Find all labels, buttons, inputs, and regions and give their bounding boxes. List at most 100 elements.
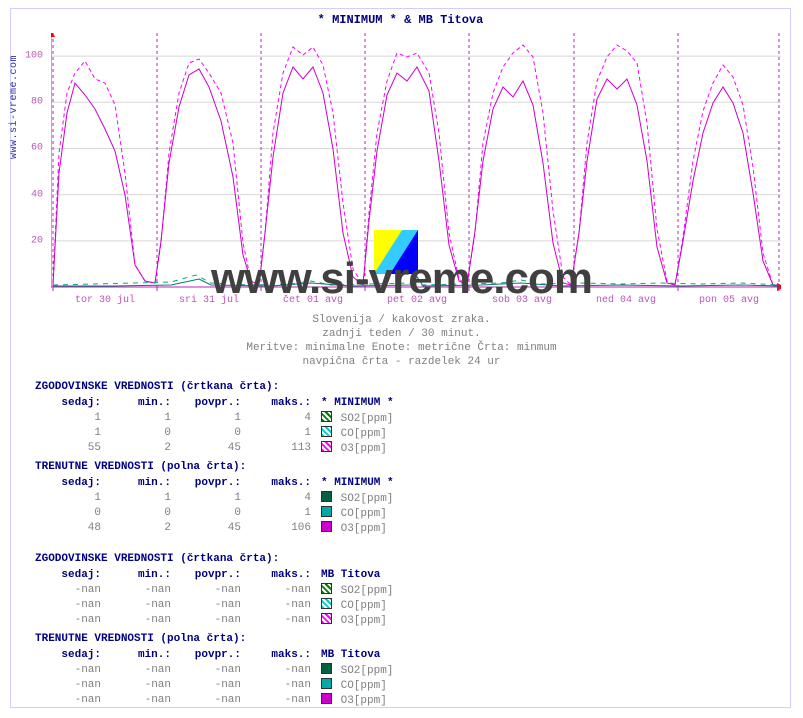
series-label: CO[ppm]	[315, 677, 445, 692]
color-swatch-icon	[321, 441, 332, 452]
cell-value: 2	[105, 440, 175, 455]
cell-value: 0	[175, 505, 245, 520]
cell-value: -nan	[245, 597, 315, 612]
cell-value: 1	[35, 490, 105, 505]
y-tick-label: 100	[25, 51, 43, 62]
x-tick-label: čet 01 avg	[283, 295, 343, 306]
x-tick-label: pet 02 avg	[387, 295, 447, 306]
table-row: -nan-nan-nan-nan O3[ppm]	[35, 692, 445, 707]
col-header: maks.:	[245, 567, 315, 582]
cell-value: -nan	[105, 662, 175, 677]
caption-line: Meritve: minimalne Enote: metrične Črta:…	[11, 341, 792, 355]
table-title: TRENUTNE VREDNOSTI (polna črta):	[35, 461, 565, 473]
y-tick-label: 60	[31, 143, 43, 154]
series-label: O3[ppm]	[315, 612, 445, 627]
col-header: sedaj:	[35, 395, 105, 410]
table-row: 0001 CO[ppm]	[35, 505, 445, 520]
cell-value: -nan	[105, 612, 175, 627]
col-header: sedaj:	[35, 567, 105, 582]
cell-value: 45	[175, 440, 245, 455]
x-axis-labels: tor 30 julsri 31 julčet 01 avgpet 02 avg…	[51, 295, 781, 309]
col-header: MB Titova	[315, 567, 445, 582]
y-axis-ticks: 20406080100	[11, 33, 47, 293]
cell-value: 4	[245, 410, 315, 425]
table-row: -nan-nan-nan-nan CO[ppm]	[35, 597, 445, 612]
col-header: povpr.:	[175, 475, 245, 490]
series-label: O3[ppm]	[315, 440, 445, 455]
caption-line: zadnji teden / 30 minut.	[11, 327, 792, 341]
cell-value: 0	[105, 425, 175, 440]
data-table: sedaj:min.:povpr.:maks.:MB Titova-nan-na…	[35, 647, 445, 707]
cell-value: -nan	[35, 662, 105, 677]
table-title: ZGODOVINSKE VREDNOSTI (črtkana črta):	[35, 381, 565, 393]
cell-value: -nan	[35, 597, 105, 612]
col-header: sedaj:	[35, 475, 105, 490]
cell-value: 2	[105, 520, 175, 535]
color-swatch-icon	[321, 506, 332, 517]
table-row: -nan-nan-nan-nan O3[ppm]	[35, 612, 445, 627]
col-header: povpr.:	[175, 567, 245, 582]
cell-value: 1	[35, 425, 105, 440]
series-label: SO2[ppm]	[315, 582, 445, 597]
cell-value: -nan	[175, 692, 245, 707]
cell-value: 113	[245, 440, 315, 455]
chart-title: * MINIMUM * & MB Titova	[11, 13, 790, 27]
col-header: min.:	[105, 567, 175, 582]
cell-value: -nan	[175, 662, 245, 677]
color-swatch-icon	[321, 426, 332, 437]
cell-value: -nan	[245, 677, 315, 692]
color-swatch-icon	[321, 598, 332, 609]
data-table: sedaj:min.:povpr.:maks.:* MINIMUM *1114 …	[35, 475, 445, 535]
x-tick-label: ned 04 avg	[596, 295, 656, 306]
x-tick-label: sri 31 jul	[179, 295, 239, 306]
cell-value: 0	[175, 425, 245, 440]
data-table: sedaj:min.:povpr.:maks.:* MINIMUM *1114 …	[35, 395, 445, 455]
table-row: 55245113 O3[ppm]	[35, 440, 445, 455]
color-swatch-icon	[321, 583, 332, 594]
cell-value: 1	[175, 490, 245, 505]
color-swatch-icon	[321, 663, 332, 674]
col-header: MB Titova	[315, 647, 445, 662]
table-row: 48245106 O3[ppm]	[35, 520, 445, 535]
x-tick-label: pon 05 avg	[699, 295, 759, 306]
chart-panel: * MINIMUM * & MB Titova www.si-vreme.com…	[10, 8, 791, 708]
cell-value: 106	[245, 520, 315, 535]
cell-value: 1	[105, 410, 175, 425]
y-tick-label: 40	[31, 189, 43, 200]
col-header: maks.:	[245, 475, 315, 490]
cell-value: -nan	[175, 612, 245, 627]
cell-value: -nan	[35, 612, 105, 627]
cell-value: -nan	[175, 677, 245, 692]
col-header: min.:	[105, 395, 175, 410]
cell-value: -nan	[175, 582, 245, 597]
series-label: SO2[ppm]	[315, 490, 445, 505]
color-swatch-icon	[321, 678, 332, 689]
col-header: maks.:	[245, 647, 315, 662]
cell-value: 0	[105, 505, 175, 520]
cell-value: -nan	[105, 582, 175, 597]
table-row: -nan-nan-nan-nan SO2[ppm]	[35, 582, 445, 597]
cell-value: -nan	[105, 677, 175, 692]
color-swatch-icon	[321, 693, 332, 704]
color-swatch-icon	[321, 411, 332, 422]
cell-value: -nan	[245, 692, 315, 707]
cell-value: 1	[35, 410, 105, 425]
col-header: povpr.:	[175, 647, 245, 662]
series-label: CO[ppm]	[315, 505, 445, 520]
series-label: CO[ppm]	[315, 597, 445, 612]
data-table: sedaj:min.:povpr.:maks.:MB Titova-nan-na…	[35, 567, 445, 627]
cell-value: -nan	[105, 692, 175, 707]
cell-value: -nan	[245, 612, 315, 627]
cell-value: -nan	[35, 582, 105, 597]
series-label: O3[ppm]	[315, 692, 445, 707]
cell-value: -nan	[245, 582, 315, 597]
caption-line: navpična črta - razdelek 24 ur	[11, 355, 792, 369]
series-label: SO2[ppm]	[315, 662, 445, 677]
cell-value: -nan	[105, 597, 175, 612]
table-row: -nan-nan-nan-nan CO[ppm]	[35, 677, 445, 692]
table-row: 1114 SO2[ppm]	[35, 410, 445, 425]
col-header: * MINIMUM *	[315, 475, 445, 490]
x-tick-label: sob 03 avg	[492, 295, 552, 306]
cell-value: -nan	[175, 597, 245, 612]
color-swatch-icon	[321, 613, 332, 624]
